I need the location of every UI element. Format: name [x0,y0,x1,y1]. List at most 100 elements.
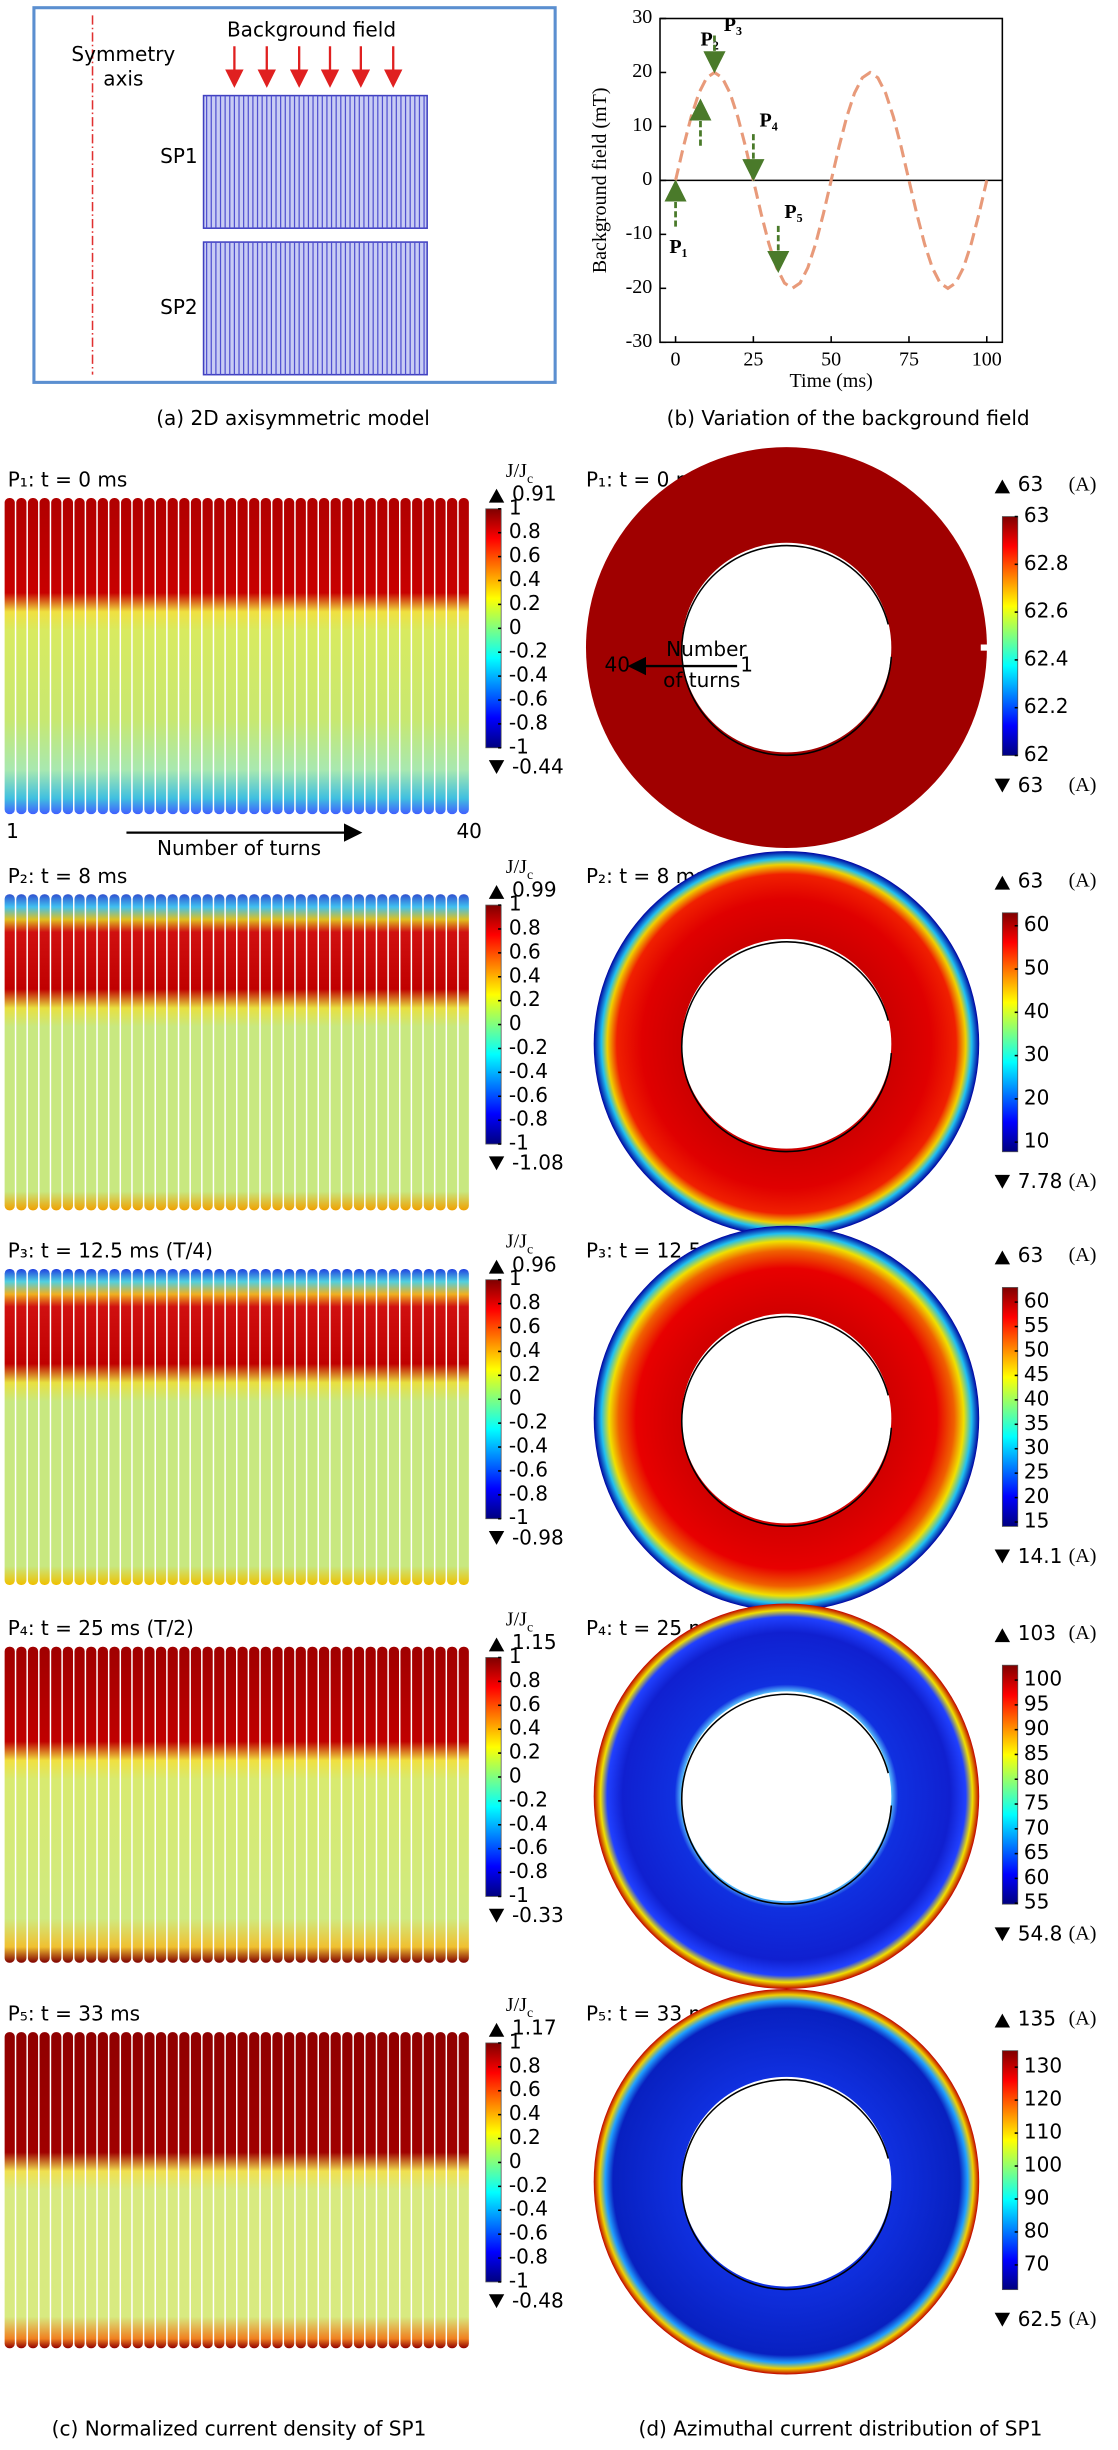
turn-strip [400,1646,411,1963]
colorbar-tick-label: 120 [1024,2087,1062,2111]
triangle-marker [994,1549,1011,1564]
turn-strip [365,894,376,1211]
min-value: -0.48 [512,2288,564,2312]
turn-strip [132,894,143,1211]
ring-hole [681,1691,892,1902]
unit-label: (A) [1069,2007,1097,2029]
turn-strip [237,894,248,1211]
colorbar-tick-label: 0.2 [509,1740,541,1764]
colorbar [1001,1287,1019,1527]
colorbar-label: J/Jc [506,856,533,883]
turn-strip [458,894,469,1211]
colorbar-tick-label: 40 [1024,1386,1050,1410]
triangle-marker [994,1174,1011,1189]
turn-strip [307,1646,318,1963]
turn-strip [353,1268,365,1586]
turn-strip [377,1268,388,1586]
min-value: 63 [1018,773,1044,797]
colorbar-tick-label: -0.4 [509,663,548,687]
turn-strip [74,1268,85,1586]
colorbar-tick-label: 0 [509,1763,522,1787]
turn-strip [167,894,178,1211]
colorbar-tick-label: 0.8 [509,1290,541,1314]
turn-strip [16,1268,27,1586]
colorbar-tick-label: 35 [1024,1411,1050,1435]
turn-strip [237,2032,248,2349]
colorbar-tick-label: 62.8 [1024,551,1069,575]
colorbar-tick-label: 0.2 [509,2125,541,2149]
field-label: Background field [227,17,396,41]
turn-strip [412,2032,423,2349]
turn-strip [295,498,306,815]
turn-strip [400,2032,411,2349]
ring-hole [681,1313,892,1524]
inner-edge [681,1315,893,1527]
colorbar-label: J/Jc [506,1230,533,1257]
triangle-marker [994,875,1011,890]
turn-strip [377,1646,388,1963]
colorbar-tick-label: 1 [509,2029,522,2053]
turn-strip [272,2032,283,2349]
turn-strip [423,498,434,815]
turn-strip [249,1268,260,1586]
turn-strip [412,498,423,815]
triangle-marker [994,479,1011,494]
colorbar-tick-label: 0.4 [509,1716,541,1740]
colorbar-tick-label: 0.6 [509,1314,541,1338]
colorbar-tick-label: 55 [1024,1313,1050,1337]
caption: (a) 2D axisymmetric model [156,406,430,430]
y-tick-label: 10 [632,114,652,136]
colorbar-tick-label: 50 [1024,956,1050,980]
turn-strip [39,1646,50,1963]
turn-end: 40 [456,819,482,843]
max-value: 1.17 [512,2016,557,2040]
min-value: 62.5 [1018,2307,1063,2331]
colorbar-tick-label: -1 [509,2268,529,2292]
turn-strip [121,1646,132,1963]
turn-strip [342,2032,353,2349]
colorbar-label-sub: c [527,1620,533,1635]
turn-strip [109,1646,120,1963]
turn-strip [342,894,353,1211]
turn-strip [249,2032,260,2349]
colorbar-tick-label: 10 [1024,1129,1050,1153]
turn-strip [237,1268,248,1586]
turn-strip [353,894,365,1211]
turn-strip [330,2032,341,2349]
turn-strip [202,498,213,815]
turn-strip [109,2032,120,2349]
max-value: 1.15 [512,1630,557,1654]
turn-strip [86,1646,97,1963]
colorbar [1001,912,1019,1153]
turn-strip [353,1646,365,1963]
turn-strip [330,1268,341,1586]
x-tick-label: 75 [899,348,919,370]
colorbar-tick-label: 65 [1024,1840,1050,1864]
turn-strip [388,498,400,815]
turn-strip [377,894,388,1211]
colorbar-tick-label: -0.6 [509,2221,548,2245]
unit-label: (A) [1069,1622,1097,1644]
turn-strip [97,2032,108,2349]
turn-strip [97,498,108,815]
turn-strip [190,1268,202,1586]
turn-strip [179,2032,190,2349]
min-value: -0.98 [512,1525,564,1549]
turn-strip [39,2032,50,2349]
colorbar-tick-label: 90 [1024,2185,1050,2209]
turn-strip [237,1646,248,1963]
turn-strip [121,894,132,1211]
colorbar [1001,516,1019,756]
turn-strip [179,1646,190,1963]
colorbar-tick-label: -0.8 [509,710,548,734]
turn-strip [330,1646,341,1963]
turn-strip [458,498,469,815]
turn-strip [132,1646,143,1963]
turn-strip [144,1646,155,1963]
turn-strip [330,498,341,815]
colorbar-tick-label: -0.2 [509,639,548,663]
turn-strip [62,894,74,1211]
turn-strip [260,894,271,1211]
turn-strip [458,2032,469,2349]
colorbar-tick-label: 0 [509,2149,522,2173]
